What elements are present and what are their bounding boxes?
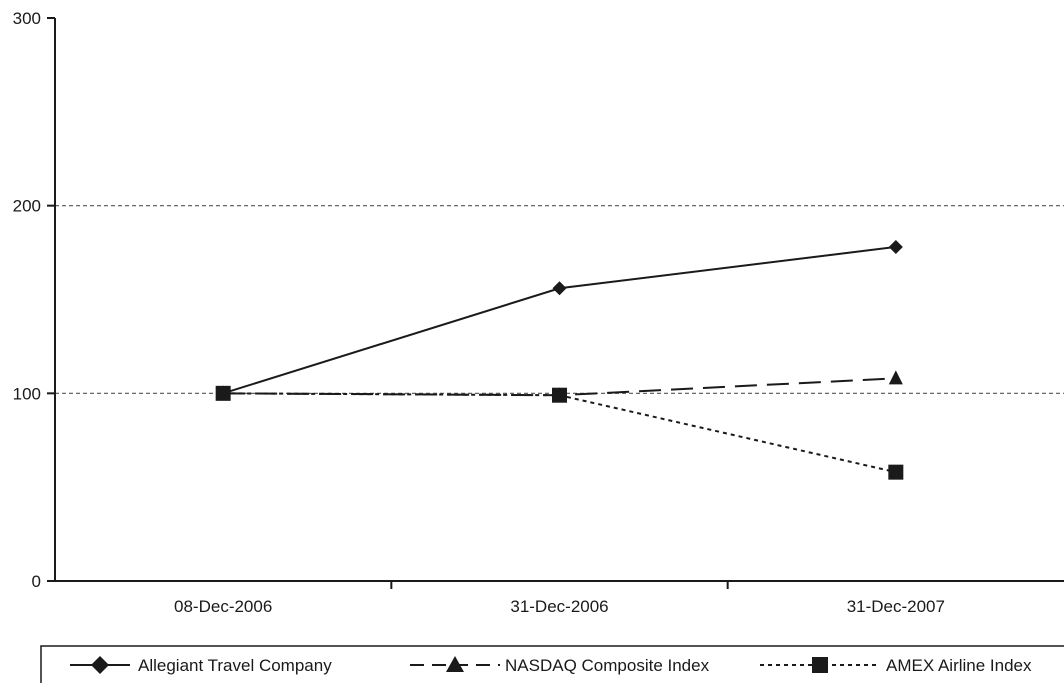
legend-box xyxy=(40,645,1064,683)
y-axis-ticks: 0 100 200 300 xyxy=(13,9,55,591)
data-point-diamond xyxy=(888,239,903,254)
data-point-diamond xyxy=(552,281,567,296)
series-line-square xyxy=(223,392,897,474)
series-markers xyxy=(215,239,904,480)
legend-label-allegiant: Allegiant Travel Company xyxy=(138,656,332,675)
data-point-square xyxy=(888,464,904,480)
x-tick-label: 31-Dec-2006 xyxy=(510,597,608,616)
y-tick-label: 100 xyxy=(13,384,41,403)
legend-item-amex: AMEX Airline Index xyxy=(760,656,1032,675)
data-point-triangle xyxy=(888,370,903,385)
axes xyxy=(54,18,1064,582)
series-lines xyxy=(222,245,897,474)
legend-item-nasdaq: NASDAQ Composite Index xyxy=(410,656,710,675)
x-axis-ticks: 08-Dec-2006 31-Dec-2006 31-Dec-2007 xyxy=(174,581,945,616)
x-tick-label: 31-Dec-2007 xyxy=(847,597,945,616)
gridlines xyxy=(47,17,1064,394)
series-line-diamond xyxy=(222,245,896,395)
legend-label-amex: AMEX Airline Index xyxy=(886,656,1032,675)
legend-item-allegiant: Allegiant Travel Company xyxy=(70,656,332,675)
y-tick-label: 0 xyxy=(32,572,41,591)
legend-square-icon xyxy=(812,657,828,673)
legend-label-nasdaq: NASDAQ Composite Index xyxy=(505,656,710,675)
y-tick-label: 300 xyxy=(13,9,41,28)
legend: Allegiant Travel Company NASDAQ Composit… xyxy=(40,645,1064,683)
data-point-triangle xyxy=(552,387,567,402)
legend-triangle-icon xyxy=(446,656,464,672)
data-point-diamond xyxy=(216,386,231,401)
legend-diamond-icon xyxy=(91,656,109,674)
y-tick-label: 200 xyxy=(13,197,41,216)
x-tick-label: 08-Dec-2006 xyxy=(174,597,272,616)
